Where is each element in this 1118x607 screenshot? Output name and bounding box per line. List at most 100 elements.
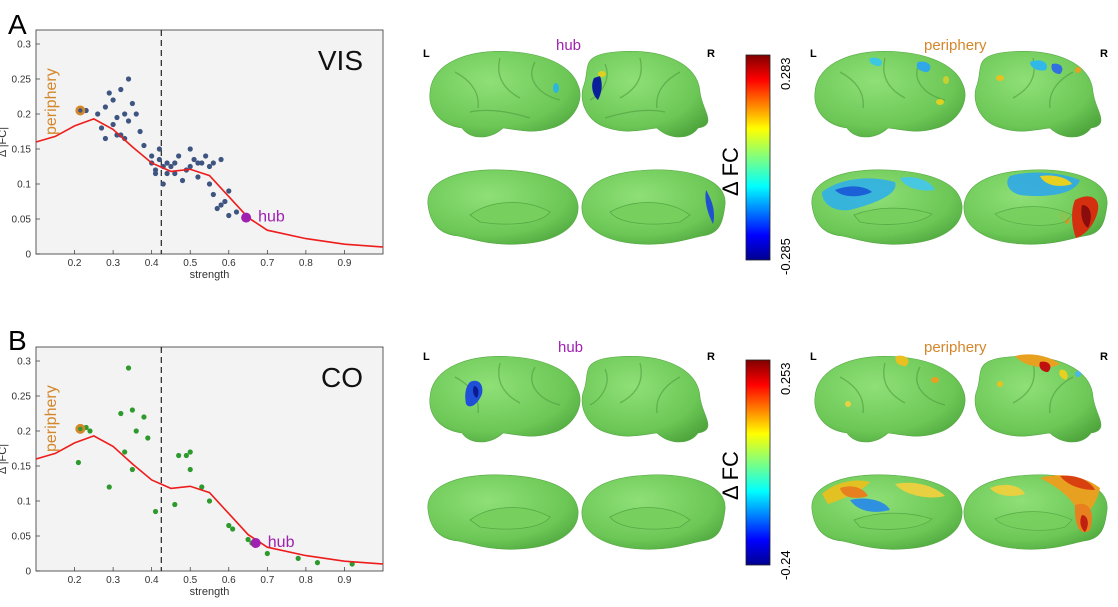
brain-group-periphery: L R periphery <box>810 339 1108 550</box>
data-point <box>233 209 240 215</box>
data-point <box>210 160 216 166</box>
y-tick-label: 0.2 <box>17 427 31 438</box>
brain-medial-right <box>963 474 1108 550</box>
brain-lateral-right <box>974 354 1102 443</box>
brain-medial-left <box>427 474 579 550</box>
x-tick-label: 0.5 <box>183 575 197 586</box>
x-tick-label: 0.7 <box>260 575 274 586</box>
data-point <box>129 407 135 413</box>
brain-lateral-left <box>814 51 966 138</box>
hemisphere-right-label: R <box>707 351 715 363</box>
data-point <box>160 181 166 187</box>
brain-medial-left <box>427 169 579 245</box>
data-point <box>226 188 232 194</box>
brain-medial-left <box>811 474 963 550</box>
data-point <box>164 170 170 177</box>
data-point <box>152 170 159 177</box>
data-point <box>314 560 321 566</box>
data-point <box>226 522 232 529</box>
y-axis-label: Δ |FC| <box>0 444 9 474</box>
data-point <box>187 146 193 152</box>
brain-group-hub: L R hub <box>423 339 726 550</box>
data-point <box>125 118 132 124</box>
hemisphere-left-label: L <box>810 48 817 60</box>
data-point <box>141 142 147 149</box>
data-point <box>95 111 101 117</box>
colorbar: Δ FC 0.283 -0.285 <box>718 54 793 275</box>
data-point <box>210 191 216 198</box>
panel-b: B 0.2 0.3 0.4 0.5 0.6 0.7 0.8 0.900.050.10.150.… <box>0 325 1108 598</box>
x-tick-label: 0.8 <box>299 575 313 586</box>
data-point <box>133 428 139 434</box>
hemisphere-right-label: R <box>707 48 715 60</box>
data-point <box>110 97 116 103</box>
hub-map-title: hub <box>558 339 583 356</box>
data-point <box>149 153 155 159</box>
data-point <box>230 526 236 532</box>
periphery-point-core <box>78 426 83 432</box>
y-tick-label: 0.05 <box>12 215 32 226</box>
data-point <box>195 174 201 180</box>
data-point <box>218 202 224 208</box>
brain-lateral-right <box>581 356 709 443</box>
data-point <box>245 536 251 543</box>
periphery-annotation: periphery <box>43 68 60 135</box>
data-point <box>214 205 220 212</box>
data-point <box>206 163 213 170</box>
data-point <box>102 104 108 110</box>
data-point <box>125 76 132 82</box>
brain-group-hub: L R hub <box>423 37 726 245</box>
y-tick-label: 0.1 <box>17 180 31 191</box>
y-axis-label: Δ |FC| <box>0 127 9 157</box>
data-point <box>102 135 108 142</box>
y-tick-label: 0.25 <box>12 392 32 403</box>
y-tick-label: 0.15 <box>12 462 32 473</box>
data-point <box>114 114 120 121</box>
hub-annotation: hub <box>268 534 295 551</box>
data-point <box>122 449 128 455</box>
data-point <box>156 146 162 152</box>
data-point <box>172 170 178 177</box>
x-tick-label: 0.3 <box>106 575 120 586</box>
data-point <box>168 163 174 170</box>
brain-medial-right <box>581 169 726 245</box>
data-point <box>172 160 178 166</box>
hemisphere-left-label: L <box>810 351 817 363</box>
data-point <box>349 561 355 567</box>
x-tick-label: 0.4 <box>145 258 159 269</box>
y-tick-label: 0 <box>25 567 31 578</box>
x-tick-label: 0.4 <box>145 575 159 586</box>
data-point <box>187 466 193 473</box>
scatter-chart-co: 0.2 0.3 0.4 0.5 0.6 0.7 0.8 0.9 0 0.05 0.1 0.15 0.2 0… <box>0 346 384 598</box>
data-point <box>191 156 197 163</box>
data-point <box>87 428 93 434</box>
periphery-point-core <box>78 108 83 113</box>
fit-curve <box>35 118 384 248</box>
data-point <box>133 111 139 117</box>
hemisphere-left-label: L <box>423 351 430 363</box>
brain-lateral-left <box>814 355 966 443</box>
data-point <box>187 163 193 170</box>
data-point <box>106 90 112 96</box>
data-point <box>218 156 224 163</box>
hub-map-title: hub <box>556 37 581 54</box>
data-point <box>295 555 301 562</box>
y-tick-label: 0.3 <box>17 40 31 51</box>
y-tick-label: 0.1 <box>17 497 31 508</box>
chart-title: VIS <box>318 45 363 76</box>
data-point <box>206 498 213 504</box>
data-point <box>98 125 105 131</box>
data-point <box>264 550 270 557</box>
data-point <box>75 459 82 466</box>
panel-letter: A <box>8 9 27 40</box>
brain-group-periphery: L R periphery <box>810 37 1108 245</box>
hemisphere-right-label: R <box>1100 351 1108 363</box>
data-point <box>176 452 182 459</box>
data-point <box>179 177 186 184</box>
hub-point <box>241 212 252 223</box>
data-point <box>110 121 116 128</box>
periphery-map-title: periphery <box>924 37 987 54</box>
x-tick-label: 0.2 <box>68 575 82 586</box>
hemisphere-right-label: R <box>1100 48 1108 60</box>
